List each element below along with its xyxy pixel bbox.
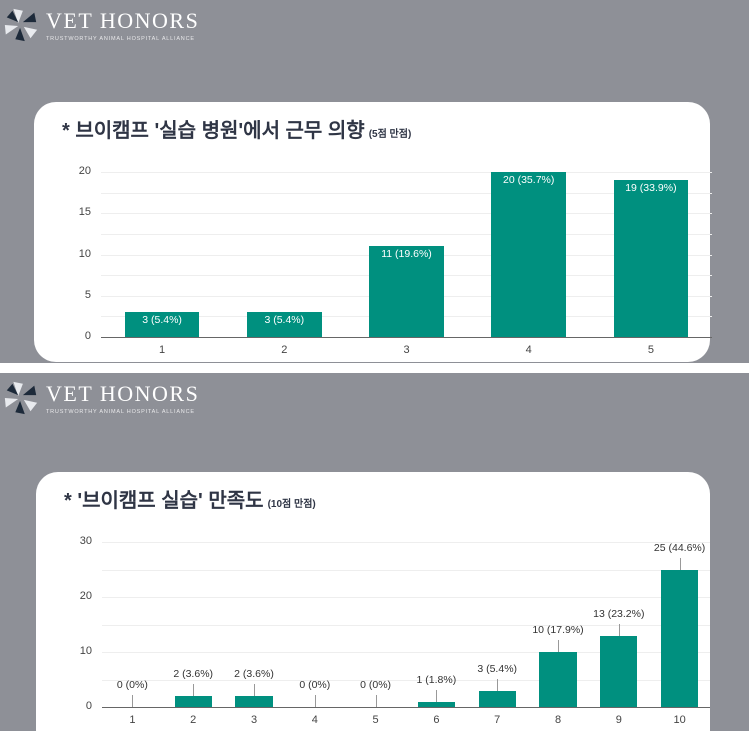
y-tick-label: 10	[78, 247, 91, 260]
gridline	[102, 542, 710, 543]
chart-card-work-intention: * 브이캠프 '실습 병원'에서 근무 의향 (5점 만점) 0 5 10 15 20 3 …	[34, 102, 712, 362]
gridline	[102, 624, 710, 626]
chart-title-text: * '브이캠프 실습' 만족도	[64, 490, 264, 512]
brand-tagline: TRUSTWORTHY ANIMAL HOSPITAL ALLIANCE	[46, 35, 195, 42]
bar	[235, 696, 273, 707]
bar-value-label: 19 (33.9%)	[625, 182, 677, 195]
label-leader-line	[254, 684, 255, 696]
brand-name: VET HONORS	[46, 380, 200, 406]
bar	[124, 312, 200, 337]
gridline	[101, 213, 712, 215]
x-tick-label: 10	[673, 714, 686, 726]
gridline	[101, 233, 712, 235]
bar-value-label: 20 (35.7%)	[503, 174, 555, 186]
x-tick-label: 3	[403, 344, 410, 356]
bar	[613, 180, 689, 337]
slide-panel-satisfaction: VET HONORS TRUSTWORTHY ANIMAL HOSPITAL A…	[0, 373, 749, 731]
gridline	[101, 172, 712, 173]
label-leader-line	[436, 689, 438, 702]
brand-logo: VET HONORS TRUSTWORTHY ANIMAL HOSPITAL A…	[2, 379, 199, 417]
x-tick-label: 2	[190, 714, 197, 726]
x-tick-label: 7	[494, 714, 501, 726]
bar-value-label: 10 (17.9%)	[532, 624, 584, 636]
label-leader-line	[679, 557, 681, 570]
y-tick-label: 20	[79, 590, 92, 602]
pinwheel-logo-icon	[4, 8, 38, 42]
x-tick-label: 5	[372, 714, 379, 726]
bar	[174, 696, 212, 707]
pinwheel-logo-icon	[4, 381, 38, 415]
gridline	[102, 597, 710, 598]
brand-name: VET HONORS	[46, 7, 200, 33]
bar-value-label: 0 (0%)	[116, 679, 148, 691]
x-tick-label: 1	[159, 344, 166, 356]
bar-value-label: 3 (5.4%)	[264, 314, 305, 327]
bar	[369, 246, 444, 337]
bar-value-label: 0 (0%)	[360, 679, 392, 691]
bar	[661, 569, 699, 707]
bar-value-label: 13 (23.2%)	[593, 607, 645, 620]
x-tick-label: 3	[250, 714, 258, 726]
bar	[600, 635, 638, 707]
gridline	[102, 652, 710, 653]
x-tick-label: 6	[433, 714, 440, 726]
x-tick-label: 1	[129, 714, 136, 726]
bar	[417, 701, 455, 707]
bar	[478, 690, 516, 707]
y-tick-label: 10	[79, 645, 92, 657]
label-leader-line	[618, 623, 620, 636]
x-tick-label: 9	[615, 714, 622, 726]
gridline	[102, 679, 710, 681]
chart-title: * 브이캠프 '실습 병원'에서 근무 의향 (5점 만점)	[62, 114, 411, 143]
chart-title: * '브이캠프 실습' 만족도 (10점 만점)	[64, 484, 316, 513]
chart-subtitle: (5점 만점)	[368, 129, 412, 140]
bar	[247, 312, 322, 337]
chart-title-text: * 브이캠프 '실습 병원'에서 근무 의향	[62, 120, 365, 142]
label-leader-line	[193, 684, 195, 696]
label-leader-line	[558, 640, 559, 652]
slide-panel-work-intention: VET HONORS TRUSTWORTHY ANIMAL HOSPITAL A…	[0, 0, 749, 363]
bar-value-label: 3 (5.4%)	[142, 314, 182, 327]
y-tick-label: 15	[78, 206, 91, 219]
y-tick-label: 0	[84, 330, 91, 342]
label-leader-line	[132, 695, 134, 707]
bar	[539, 652, 577, 707]
bar-value-label: 2 (3.6%)	[234, 668, 274, 680]
y-tick-label: 0	[85, 700, 92, 712]
gridline	[101, 192, 712, 194]
y-tick-label: 20	[78, 165, 91, 177]
y-tick-label: 5	[84, 288, 91, 301]
brand-tagline: TRUSTWORTHY ANIMAL HOSPITAL ALLIANCE	[46, 408, 195, 415]
bar-value-label: 2 (3.6%)	[173, 668, 214, 680]
x-tick-label: 2	[281, 344, 288, 356]
y-tick-label: 30	[79, 535, 92, 547]
x-tick-label: 4	[525, 344, 532, 356]
label-leader-line	[497, 678, 499, 691]
bar-value-label: 11 (19.6%)	[381, 248, 432, 261]
x-axis-line	[102, 707, 710, 708]
x-tick-label: 5	[647, 344, 654, 356]
brand-logo: VET HONORS TRUSTWORTHY ANIMAL HOSPITAL A…	[2, 6, 199, 44]
bar-value-label: 1 (1.8%)	[416, 673, 457, 686]
bar-value-label: 25 (44.6%)	[653, 541, 706, 554]
bar	[491, 172, 566, 337]
chart-subtitle: (10점 만점)	[267, 499, 316, 510]
gridline	[102, 569, 710, 571]
chart-card-satisfaction: * '브이캠프 실습' 만족도 (10점 만점) 0 10 20 30 0 (0%) 1 2 …	[36, 472, 710, 731]
bar-value-label: 3 (5.4%)	[477, 662, 518, 675]
label-leader-line	[375, 695, 377, 707]
x-tick-label: 8	[554, 714, 562, 726]
x-axis-line	[101, 337, 712, 338]
x-tick-label: 4	[311, 714, 318, 726]
bar-value-label: 0 (0%)	[299, 679, 331, 691]
label-leader-line	[314, 695, 316, 707]
